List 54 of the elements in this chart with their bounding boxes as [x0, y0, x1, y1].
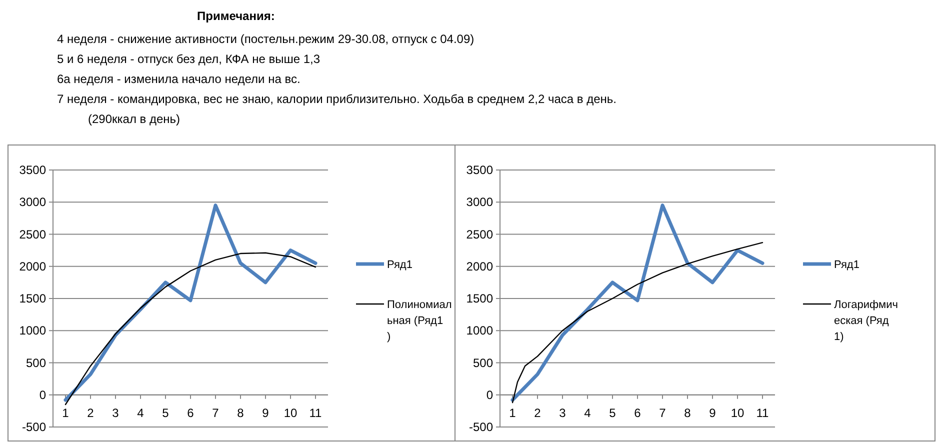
x-tick-label: 8 [684, 406, 692, 420]
y-tick-label: -500 [468, 420, 494, 434]
x-tick-label: 11 [756, 406, 770, 420]
x-tick-label: 1 [62, 406, 70, 420]
x-tick-label: 8 [237, 406, 244, 420]
text: Примечания: [197, 9, 275, 23]
y-tick-label: 2000 [466, 259, 494, 274]
x-tick-label: 4 [137, 406, 144, 420]
x-tick-label: 2 [534, 406, 542, 420]
y-tick-label: 3000 [19, 195, 46, 210]
legend-label: Полиномиальная (Ряд1) [387, 299, 452, 343]
x-tick-label: 5 [609, 406, 616, 420]
text: (290ккал в день) [88, 112, 180, 126]
x-tick-label: 7 [212, 406, 220, 420]
y-tick-label: 0 [39, 388, 46, 402]
x-tick-label: 11 [309, 406, 322, 420]
x-tick-label: 2 [87, 406, 94, 420]
text: 7 неделя - командировка, вес не знаю, калории приблизительно. Ходьба в среднем 2,2 часа в день. [57, 92, 616, 106]
x-tick-label: 1 [509, 406, 516, 420]
x-tick-label: 4 [584, 406, 592, 420]
y-tick-label: 2500 [19, 227, 46, 242]
x-tick-label: 3 [112, 406, 120, 420]
x-tick-label: 9 [709, 406, 716, 420]
x-tick-label: 5 [162, 406, 170, 420]
legend-label: Логарифмическая (Ряд1) [834, 299, 898, 343]
x-tick-label: 3 [559, 406, 566, 420]
y-tick-label: 500 [26, 356, 46, 370]
y-tick-label: 1000 [19, 324, 46, 338]
x-tick-label: 10 [730, 406, 744, 420]
text: 4 неделя - снижение активности (постельн.режим 29-30.08, отпуск с 04.09) [57, 32, 474, 46]
x-tick-label: 6 [634, 406, 642, 420]
x-tick-label: 10 [284, 406, 298, 420]
line-series [64, 204, 318, 402]
y-tick-label: 3500 [19, 163, 46, 177]
y-tick-label: 500 [472, 356, 494, 370]
y-tick-label: 3500 [466, 163, 494, 177]
y-tick-label: 1000 [466, 324, 494, 338]
line-series [510, 204, 764, 402]
y-tick-label: 3000 [466, 195, 494, 210]
x-tick-label: 6 [187, 406, 194, 420]
x-tick-label: 9 [262, 406, 270, 420]
y-tick-label: -500 [22, 420, 46, 434]
text: 5 и 6 неделя - отпуск без дел, КФА не выше 1,3 [57, 52, 320, 66]
legend-label: Ряд1 [387, 259, 412, 271]
text: 6а неделя - изменила начало недели на вс. [57, 72, 300, 86]
y-tick-label: 2000 [19, 259, 46, 274]
legend-label: Ряд1 [834, 259, 860, 271]
line-series [64, 252, 316, 406]
x-tick-label: 7 [659, 406, 666, 420]
y-tick-label: 1500 [19, 292, 46, 306]
y-tick-label: 1500 [466, 292, 494, 306]
y-tick-label: 2500 [466, 227, 494, 242]
y-tick-label: 0 [486, 388, 494, 402]
line-series [512, 242, 764, 404]
